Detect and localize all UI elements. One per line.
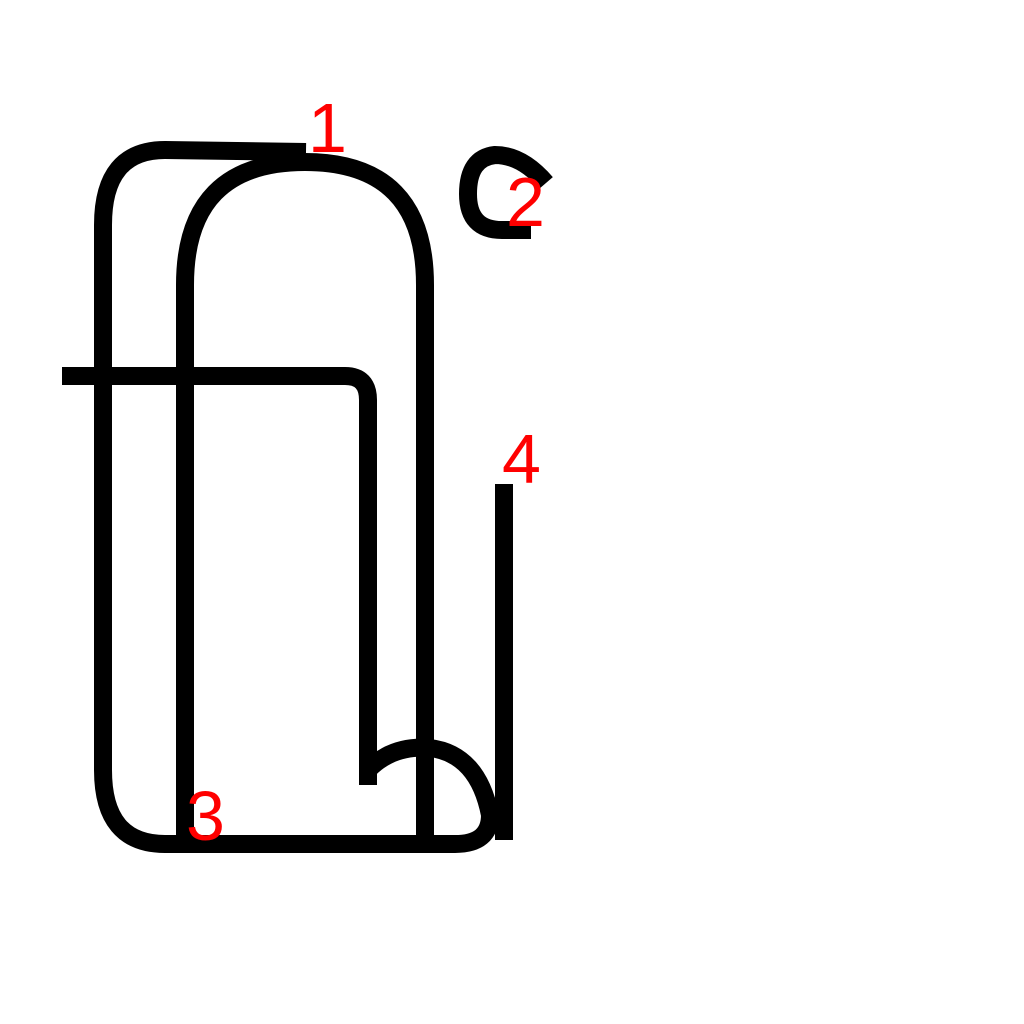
stroke-small-ring [459,146,553,239]
marker-3: 3 [186,777,225,855]
marker-4: 4 [502,420,541,498]
marker-2: 2 [506,163,545,241]
stroke-inner-arch [176,153,434,836]
stroke-crossbar [62,367,377,785]
marker-1: 1 [308,89,347,167]
